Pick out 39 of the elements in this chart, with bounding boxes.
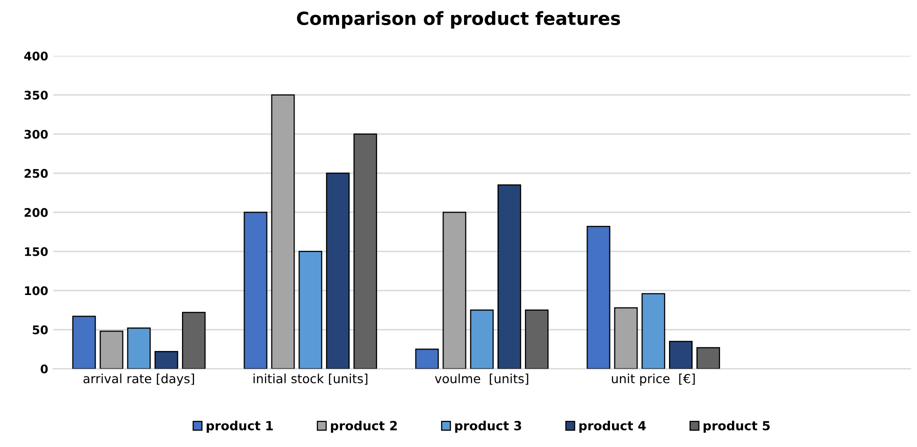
y-tick-label: 100 [25,286,48,296]
legend-label: product 4 [579,420,646,433]
bar [642,293,666,369]
y-tick-label: 250 [24,168,48,178]
bar [271,94,295,369]
y-tick-label: 350 [24,90,48,100]
bar [182,312,206,369]
legend-label: product 5 [704,420,770,433]
bar [244,212,268,369]
bar [668,340,693,369]
bar [326,172,350,369]
chart-title: Comparison of product features [297,11,620,29]
legend-label: product 3 [455,420,522,433]
legend-label: product 1 [206,420,273,433]
y-tick-label: 50 [32,325,48,334]
bar [614,307,638,369]
y-tick-label: 150 [25,247,48,256]
x-tick-label: unit price [€] [612,374,695,386]
bar [586,226,610,369]
y-tick-label: 200 [24,208,48,217]
bar [696,347,720,369]
bar [470,310,494,369]
bar [498,184,522,369]
x-tick-label: initial stock [units] [254,374,368,385]
x-tick-label: arrival rate [days] [84,374,194,386]
y-tick-label: 400 [24,52,48,61]
bar [100,330,124,369]
bar [442,212,466,369]
bar [524,310,549,369]
bar [298,250,322,369]
bar [353,134,378,369]
bar [415,348,439,369]
y-tick-label: 0 [40,364,48,374]
bar [127,328,151,369]
y-tick-label: 300 [24,130,48,139]
bar [72,316,96,369]
legend-label: product 2 [330,420,397,433]
bar [154,351,178,369]
x-tick-label: voulme [units] [434,374,528,385]
